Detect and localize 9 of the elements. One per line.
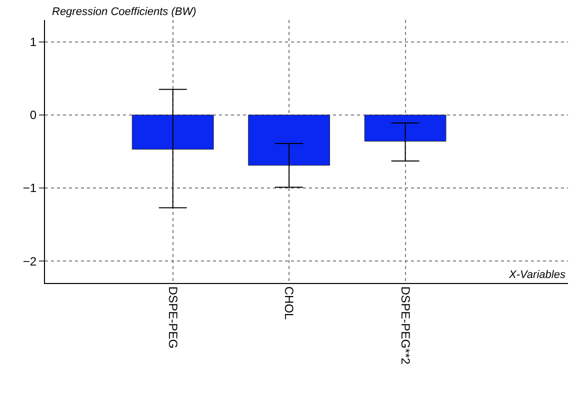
y-tick-label: −2 — [22, 254, 37, 268]
x-tick-label: DSPE-PEG**2 — [398, 286, 412, 365]
x-axis-title: X-Variables — [508, 269, 566, 281]
y-tick-label: 0 — [30, 108, 37, 122]
y-axis-title: Regression Coefficients (BW) — [52, 6, 197, 18]
y-tick-label: 1 — [30, 35, 37, 50]
y-tick-label: −1 — [22, 181, 37, 196]
x-tick-label: DSPE-PEG — [166, 286, 180, 348]
x-tick-label: CHOL — [282, 286, 296, 320]
